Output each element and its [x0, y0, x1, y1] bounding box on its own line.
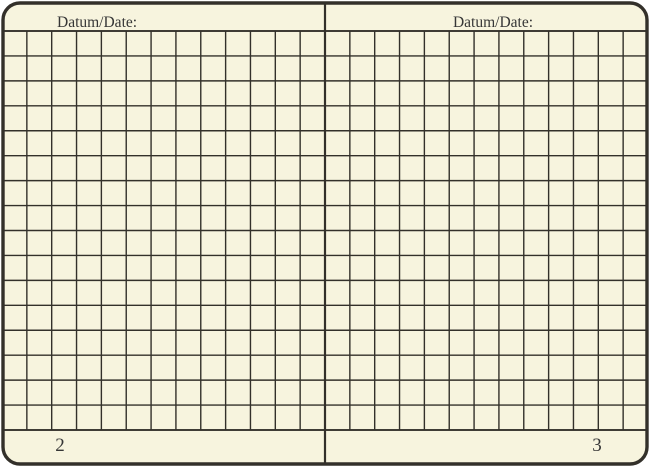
svg-text:Datum/Date:: Datum/Date: — [57, 14, 137, 31]
svg-text:3: 3 — [592, 435, 602, 456]
svg-text:2: 2 — [55, 435, 65, 456]
svg-text:Datum/Date:: Datum/Date: — [453, 14, 533, 31]
